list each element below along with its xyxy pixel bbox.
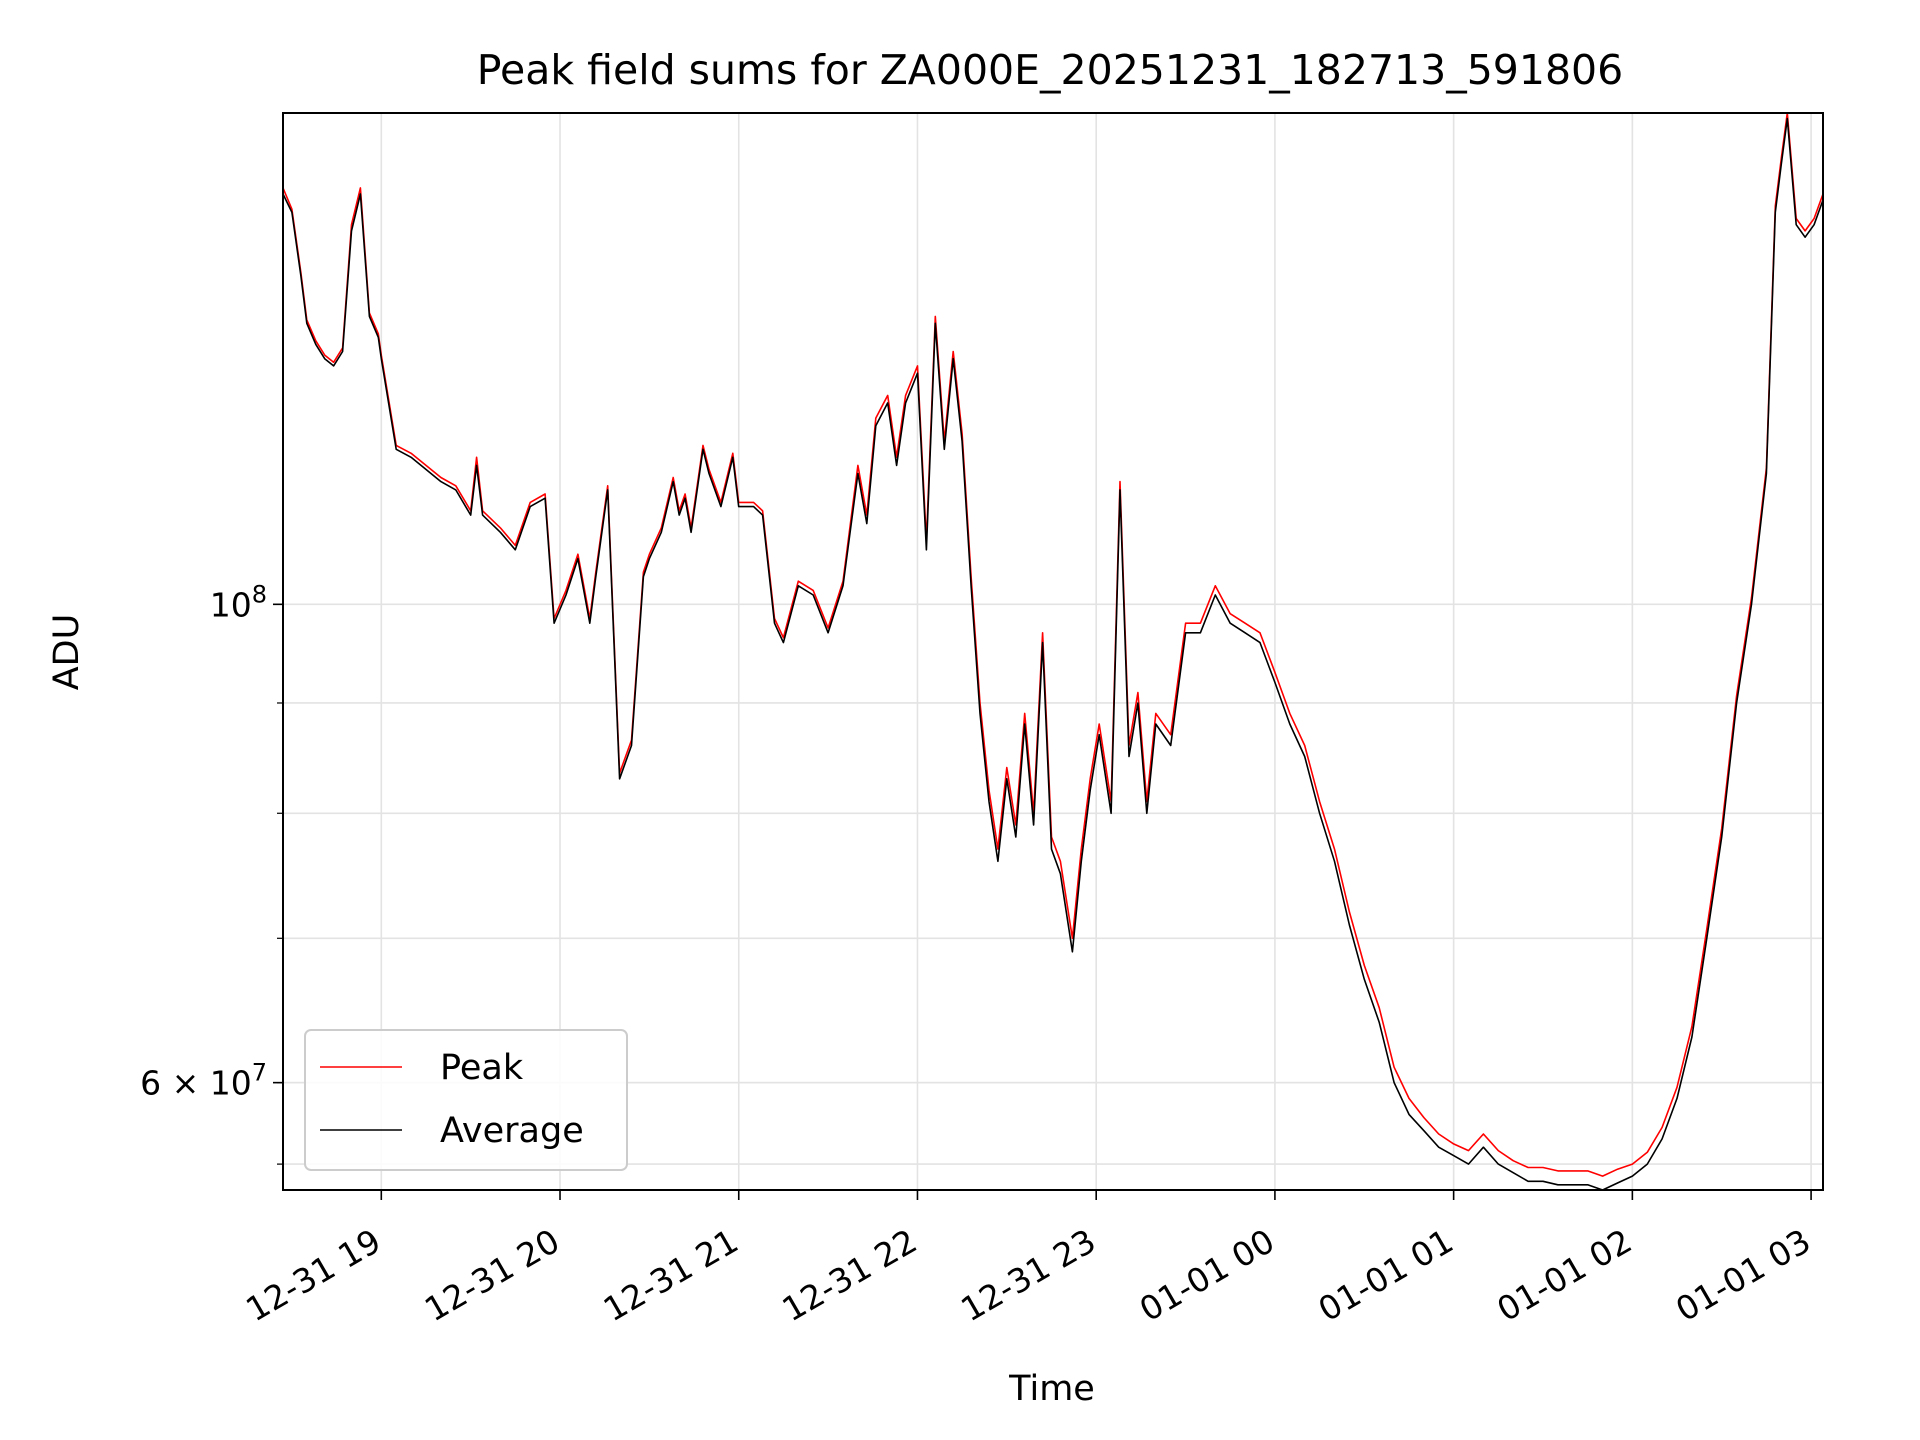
chart-title: Peak field sums for ZA000E_20251231_1827… xyxy=(477,46,1623,94)
x-axis-label: Time xyxy=(1008,1369,1095,1409)
legend: Peak Average xyxy=(304,1029,628,1171)
y-axis-ticks: 6 × 107 108 xyxy=(140,580,283,1165)
legend-box xyxy=(304,1029,628,1171)
y-tick-label: 6 × 107 xyxy=(140,1059,267,1103)
legend-label-average: Average xyxy=(440,1111,584,1151)
grid-lines xyxy=(283,113,1823,1190)
y-axis-label: ADU xyxy=(47,614,87,691)
plot-series xyxy=(282,112,1824,1191)
series-line-peak xyxy=(282,112,1824,1177)
plot-frame xyxy=(282,112,1824,1191)
series-line-average xyxy=(282,117,1824,1191)
legend-label-peak: Peak xyxy=(440,1048,524,1088)
y-tick-label: 108 xyxy=(210,580,267,624)
